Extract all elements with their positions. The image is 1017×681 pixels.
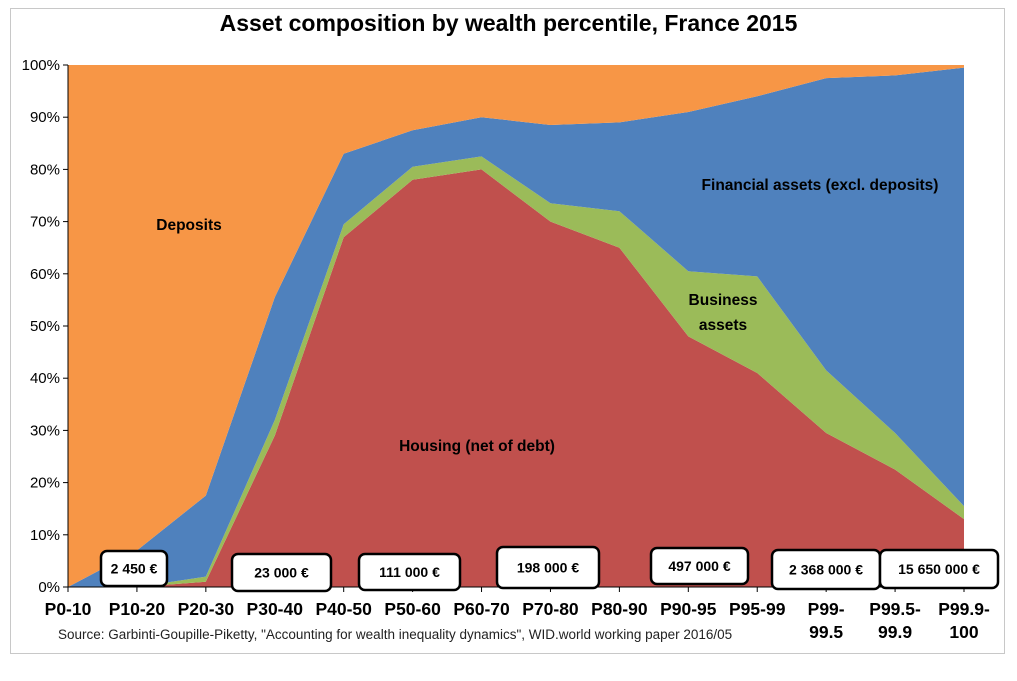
area-financial-assets-excl-deposits (68, 67, 964, 588)
y-tick-label: 30% (30, 422, 60, 439)
annotation-value: 15 650 000 € (898, 561, 980, 577)
x-tick-label: P0-10 (45, 599, 92, 619)
annotation-box: 198 000 € (495, 545, 601, 590)
x-tick-label: P99.5- (869, 599, 921, 619)
area-housing-net-of-debt (68, 169, 964, 587)
x-tick-label: P99- (808, 599, 845, 619)
x-tick-label: P80-90 (591, 599, 648, 619)
y-tick-labels: 0% 10% 20% 30% 40% 50% 60% 70% 80% 90% 100% (22, 57, 60, 596)
annotation-box: 497 000 € (649, 546, 750, 586)
x-tick-label: 99.9 (878, 622, 912, 642)
annotation-box: 2 450 € (99, 549, 169, 588)
y-tick-label: 50% (30, 318, 60, 335)
value-annotations: 2 450 € 23 000 € 111 000 € 198 000 € 497 000… (99, 545, 1000, 593)
area-deposits (68, 65, 964, 587)
series-label: Financial assets (excl. deposits) (702, 177, 939, 194)
x-tick-label: P10-20 (109, 599, 166, 619)
y-tick-label: 40% (30, 370, 60, 387)
annotation-box: 111 000 € (357, 552, 462, 592)
annotation-box: 2 368 000 € (770, 548, 882, 591)
series-label: Housing (net of debt) (399, 438, 555, 455)
chart-title: Asset composition by wealth percentile, … (219, 10, 798, 36)
annotation-frame (357, 552, 462, 592)
annotation-value: 23 000 € (254, 565, 309, 581)
y-tick-label: 100% (22, 57, 60, 74)
x-tick-label: P40-50 (315, 599, 372, 619)
y-tick-label: 20% (30, 475, 60, 492)
x-tick-label: P20-30 (178, 599, 235, 619)
x-tick-label: P90-95 (660, 599, 717, 619)
x-tick-label: P70-80 (522, 599, 579, 619)
x-tick-labels: P0-10 P10-20 P20-30 P30-40 P40-50 P50-60 P60-7… (45, 599, 990, 642)
annotation-frame (230, 552, 333, 593)
x-tick-label: P99.9- (938, 599, 990, 619)
series-label: assets (699, 317, 747, 334)
series-label: Business (689, 292, 758, 309)
annotation-frame (649, 546, 750, 586)
y-tick-label: 60% (30, 266, 60, 283)
annotation-frame (495, 545, 601, 590)
annotation-value: 198 000 € (517, 560, 579, 576)
annotation-box: 23 000 € (230, 552, 333, 593)
x-tick-label: 99.5 (809, 622, 843, 642)
y-tick-label: 90% (30, 109, 60, 126)
annotation-frame (99, 549, 169, 588)
y-tick-label: 80% (30, 161, 60, 178)
x-tick-label: 100 (949, 622, 978, 642)
source-note: Source: Garbinti-Goupille-Piketty, "Acco… (58, 627, 733, 642)
area-business-assets (68, 156, 964, 587)
annotation-value: 2 450 € (111, 561, 158, 577)
annotation-frame (878, 548, 1000, 590)
series-labels: Deposits Financial assets (excl. deposits… (156, 177, 938, 455)
annotation-box: 15 650 000 € (878, 548, 1000, 590)
x-tick-label: P60-70 (453, 599, 510, 619)
x-tick-label: P50-60 (384, 599, 441, 619)
annotation-value: 2 368 000 € (789, 562, 863, 578)
area-layers (68, 65, 964, 588)
y-tick-label: 70% (30, 214, 60, 231)
y-tick-label: 10% (30, 527, 60, 544)
series-label: Deposits (156, 217, 221, 234)
x-tick-label: P95-99 (729, 599, 786, 619)
annotation-value: 497 000 € (668, 558, 730, 574)
y-tick-label: 0% (38, 579, 60, 596)
annotation-value: 111 000 € (379, 564, 440, 580)
x-tick-label: P30-40 (247, 599, 304, 619)
